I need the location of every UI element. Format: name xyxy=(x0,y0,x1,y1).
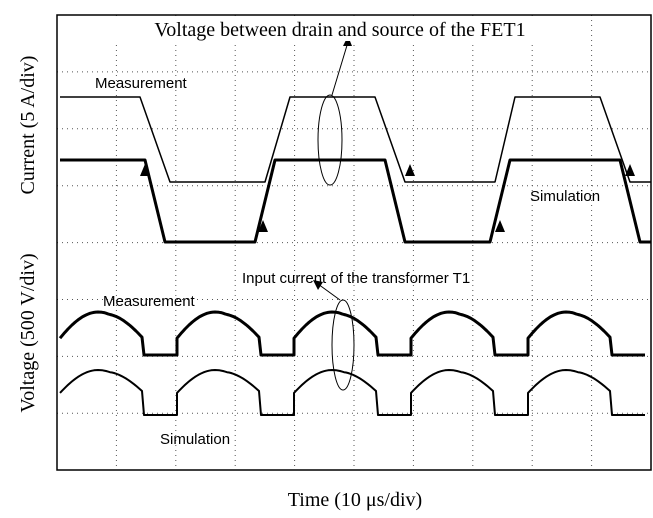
arrow-head xyxy=(313,280,323,290)
simulated-voltage xyxy=(60,158,651,244)
annotation: Measurement xyxy=(103,293,196,310)
annotation: Simulation xyxy=(530,188,600,205)
title-bg xyxy=(100,17,580,41)
marker xyxy=(625,164,635,176)
marker xyxy=(140,164,150,176)
marker xyxy=(495,220,505,232)
measured-current xyxy=(58,310,645,357)
simulated-current xyxy=(59,369,645,416)
figure-title: Voltage between drain and source of the … xyxy=(154,19,525,41)
annotation: Input current of the transformer T1 xyxy=(242,270,470,287)
scope-grid xyxy=(57,15,651,470)
annotation: Measurement xyxy=(95,75,188,92)
x-axis-label: Time (10 μs/div) xyxy=(288,489,422,511)
annotation: Simulation xyxy=(160,431,230,448)
measured-voltage xyxy=(60,96,651,183)
ellipse-marker xyxy=(317,94,343,186)
marker xyxy=(258,220,268,232)
marker xyxy=(405,164,415,176)
y-axis-label: Current (5 A/div) xyxy=(17,56,39,195)
arrow xyxy=(331,41,349,96)
ellipse-marker xyxy=(331,299,355,391)
waveforms xyxy=(58,96,651,416)
arrow xyxy=(317,283,341,301)
y-axis-label: Voltage (500 V/div) xyxy=(17,253,39,412)
